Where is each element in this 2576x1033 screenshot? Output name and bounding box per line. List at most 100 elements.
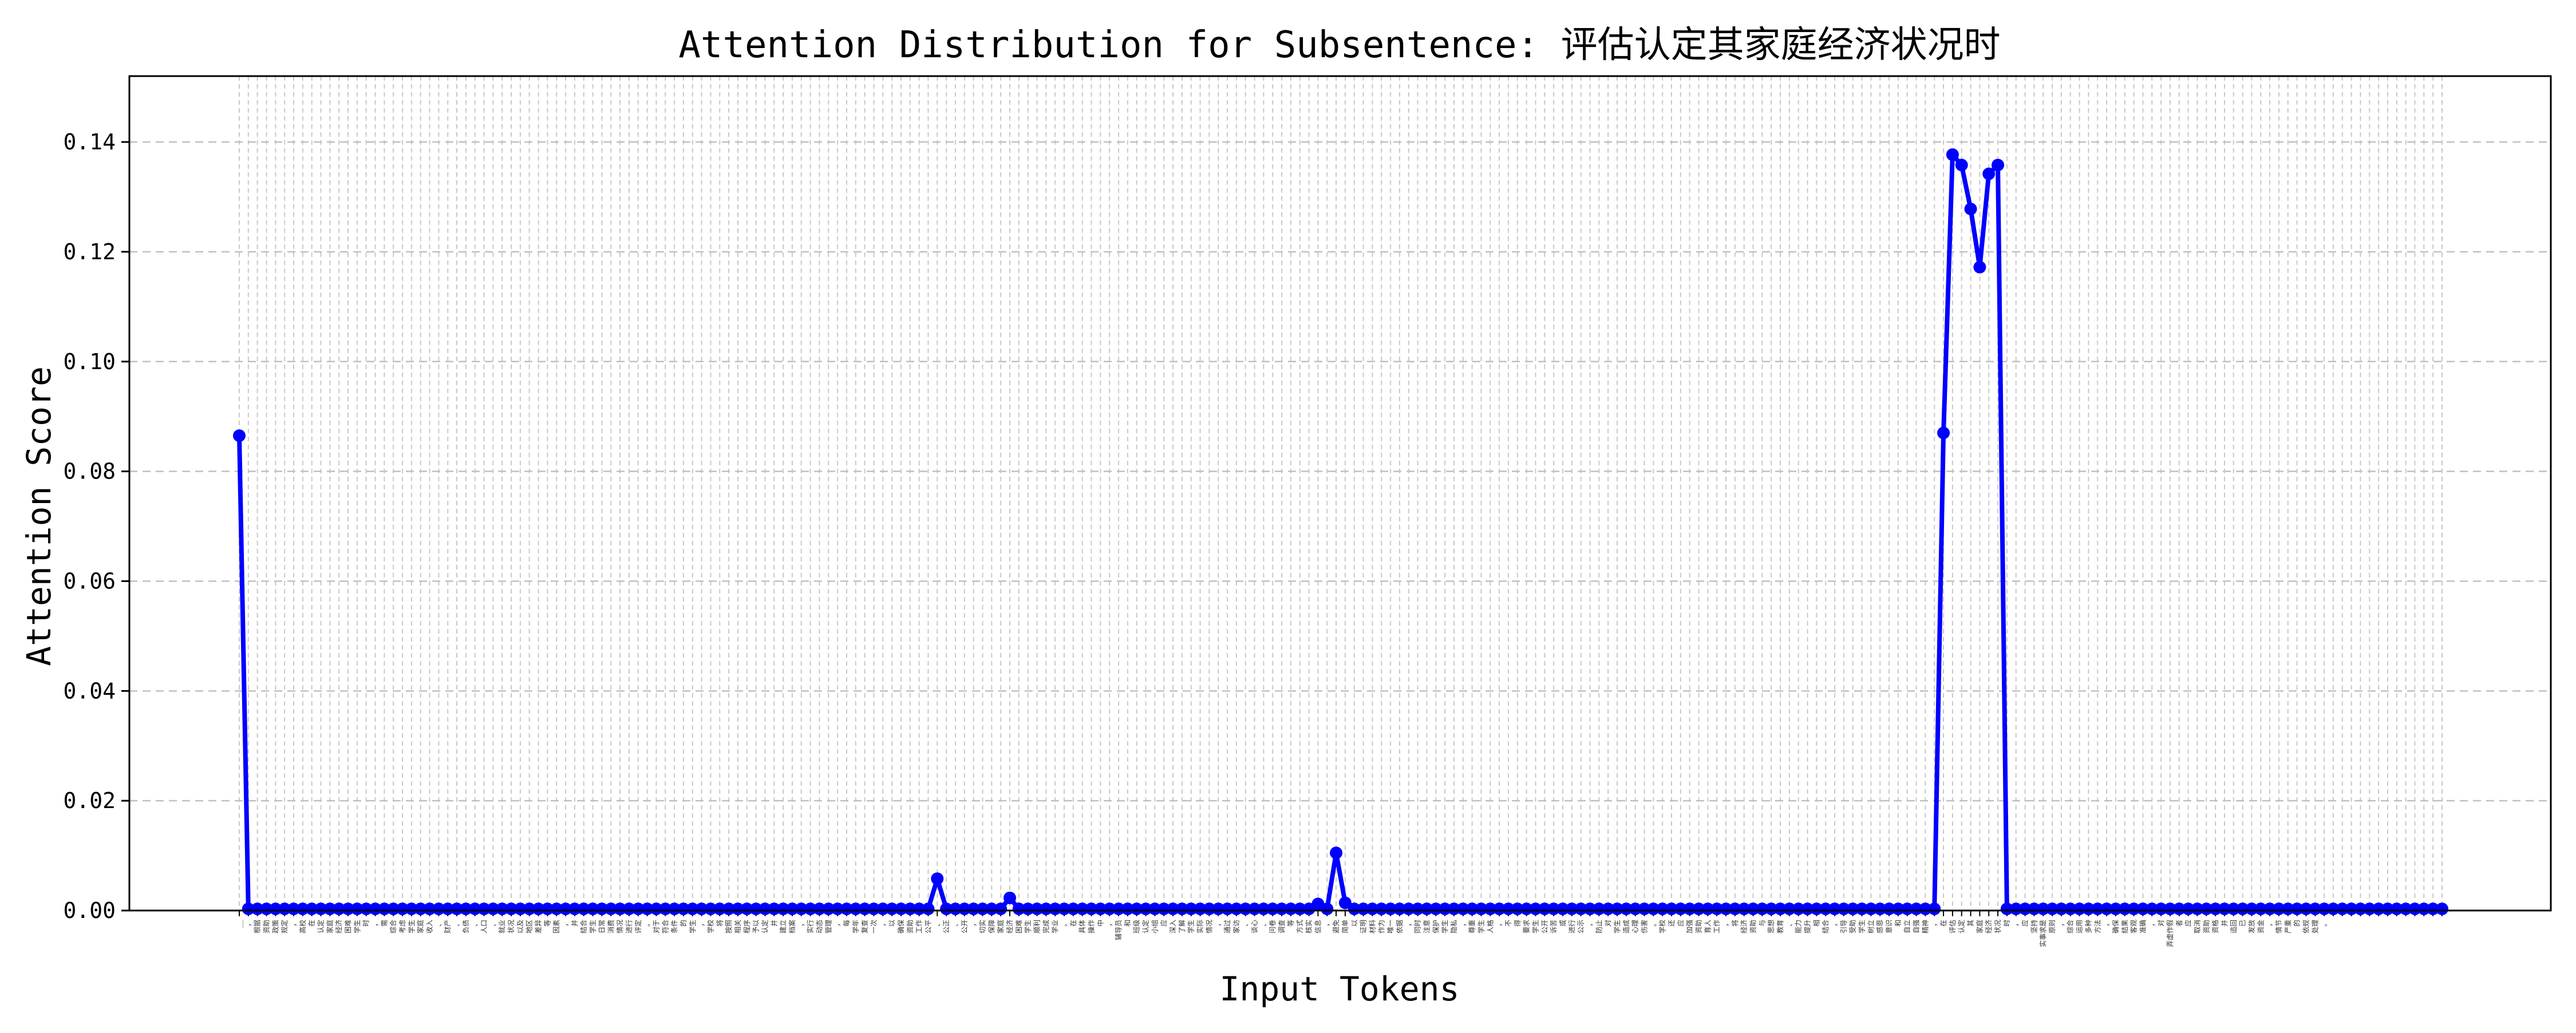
x-tick-label: 程序	[742, 920, 751, 933]
data-point	[2227, 903, 2240, 916]
x-tick-label: 人格	[1485, 920, 1494, 933]
data-point	[1955, 159, 1968, 172]
data-point	[1964, 203, 1977, 216]
data-point	[2182, 903, 2195, 916]
x-tick-label: 者	[2175, 920, 2183, 927]
x-tick-label: 对于	[652, 920, 660, 933]
x-tick-label: 诉苦	[1550, 920, 1558, 933]
x-tick-label: 自立	[1903, 920, 1911, 933]
data-point	[2263, 903, 2277, 916]
x-tick-label: 资助	[1749, 920, 1757, 933]
x-tick-label: 对	[1604, 920, 1612, 927]
x-tick-label: 家访	[1232, 920, 1240, 933]
x-tick-label: 方法	[2093, 920, 2101, 933]
x-tick-label: 资助	[263, 920, 271, 933]
data-point	[614, 903, 627, 916]
data-point	[242, 903, 255, 916]
x-tick-label: 中	[1096, 920, 1104, 927]
data-point	[1194, 903, 1207, 916]
x-tick-label: ，	[1722, 920, 1730, 927]
data-point	[586, 903, 599, 916]
x-tick-label: 、	[1242, 920, 1250, 927]
x-tick-label: 坚持	[2029, 920, 2038, 933]
x-tick-label: 家庭	[996, 920, 1005, 933]
x-tick-label: 、	[453, 920, 461, 927]
grid-layer	[129, 76, 2551, 912]
data-point	[2381, 903, 2394, 916]
data-point	[496, 903, 509, 916]
x-tick-label: 信息	[1313, 920, 1322, 933]
x-tick-label: 财产	[444, 920, 452, 933]
data-point	[269, 903, 282, 916]
x-tick-label: 还	[1668, 920, 1676, 927]
data-point	[233, 429, 246, 442]
x-tick-label: 顺利	[1033, 920, 1041, 933]
x-tick-label: 根据	[254, 920, 262, 933]
data-point	[822, 903, 835, 916]
x-tick-label: ，	[1586, 920, 1594, 927]
data-point	[1973, 260, 1986, 274]
x-tick-label: 家庭	[1975, 920, 1984, 933]
x-tick-label: ，	[970, 920, 978, 927]
x-tick-label: 公开	[1540, 920, 1548, 933]
data-point	[296, 903, 309, 916]
data-point	[595, 903, 609, 916]
data-point	[1747, 903, 1760, 916]
x-tick-label: 情况	[616, 920, 624, 933]
data-point	[740, 903, 753, 916]
data-point	[1701, 903, 1714, 916]
data-point	[1946, 148, 1959, 161]
data-point	[605, 903, 618, 916]
data-point	[550, 903, 563, 916]
x-tick-label: ，	[290, 920, 298, 927]
data-point	[1638, 903, 1651, 916]
x-tick-label: 高校	[298, 920, 307, 933]
data-point	[1801, 903, 1814, 916]
x-tick-label: 通过	[1223, 920, 1231, 933]
y-axis-label: Attention Score	[19, 366, 58, 666]
x-tick-label: 资格	[2211, 920, 2219, 933]
x-tick-label: 实际	[1196, 920, 1204, 933]
data-point	[668, 903, 681, 916]
x-tick-label: 应	[1159, 920, 1168, 927]
x-tick-label: 学生	[1187, 920, 1195, 933]
x-tick-label: 复查	[861, 920, 869, 933]
data-point	[2209, 903, 2222, 916]
data-point	[940, 903, 953, 916]
data-point	[350, 903, 364, 916]
x-tick-label: 防止	[1594, 920, 1603, 933]
x-tick-label: ，	[1214, 920, 1222, 927]
y-tick-label: 0.10	[63, 349, 116, 374]
data-point	[1484, 903, 1497, 916]
x-tick-label: 尊重	[1468, 920, 1476, 933]
data-point	[1139, 903, 1152, 916]
data-point	[758, 903, 772, 916]
x-tick-label: 收入	[426, 920, 434, 933]
data-point	[2372, 903, 2385, 916]
data-point	[2245, 903, 2258, 916]
x-tick-label: 结合	[579, 920, 588, 933]
x-tick-label: ，	[833, 920, 841, 927]
data-point	[2254, 903, 2267, 916]
data-point	[2100, 903, 2113, 916]
x-tick-label: 地区	[526, 920, 534, 933]
data-point	[795, 903, 808, 916]
x-tick-label: ，	[797, 920, 805, 927]
x-tick-label: 、	[1259, 920, 1267, 927]
y-tick-label: 0.12	[63, 239, 116, 264]
chart-title: Attention Distribution for Subsentence: …	[678, 24, 2000, 66]
data-point	[523, 903, 536, 916]
x-tick-label: 结果	[2121, 920, 2129, 933]
x-tick-label: 经济	[1005, 920, 1014, 933]
data-point	[1366, 903, 1379, 916]
x-tick-label: 了解	[1178, 920, 1186, 933]
x-tick-label: 资助	[1694, 920, 1702, 933]
data-point	[1375, 903, 1388, 916]
data-point	[505, 903, 518, 916]
x-tick-label: ，	[2057, 920, 2065, 927]
data-point	[1420, 903, 1433, 916]
x-tick-label: 学生	[353, 920, 361, 933]
x-tick-label: ，	[2148, 920, 2156, 927]
x-tick-label: 公正	[942, 920, 950, 933]
